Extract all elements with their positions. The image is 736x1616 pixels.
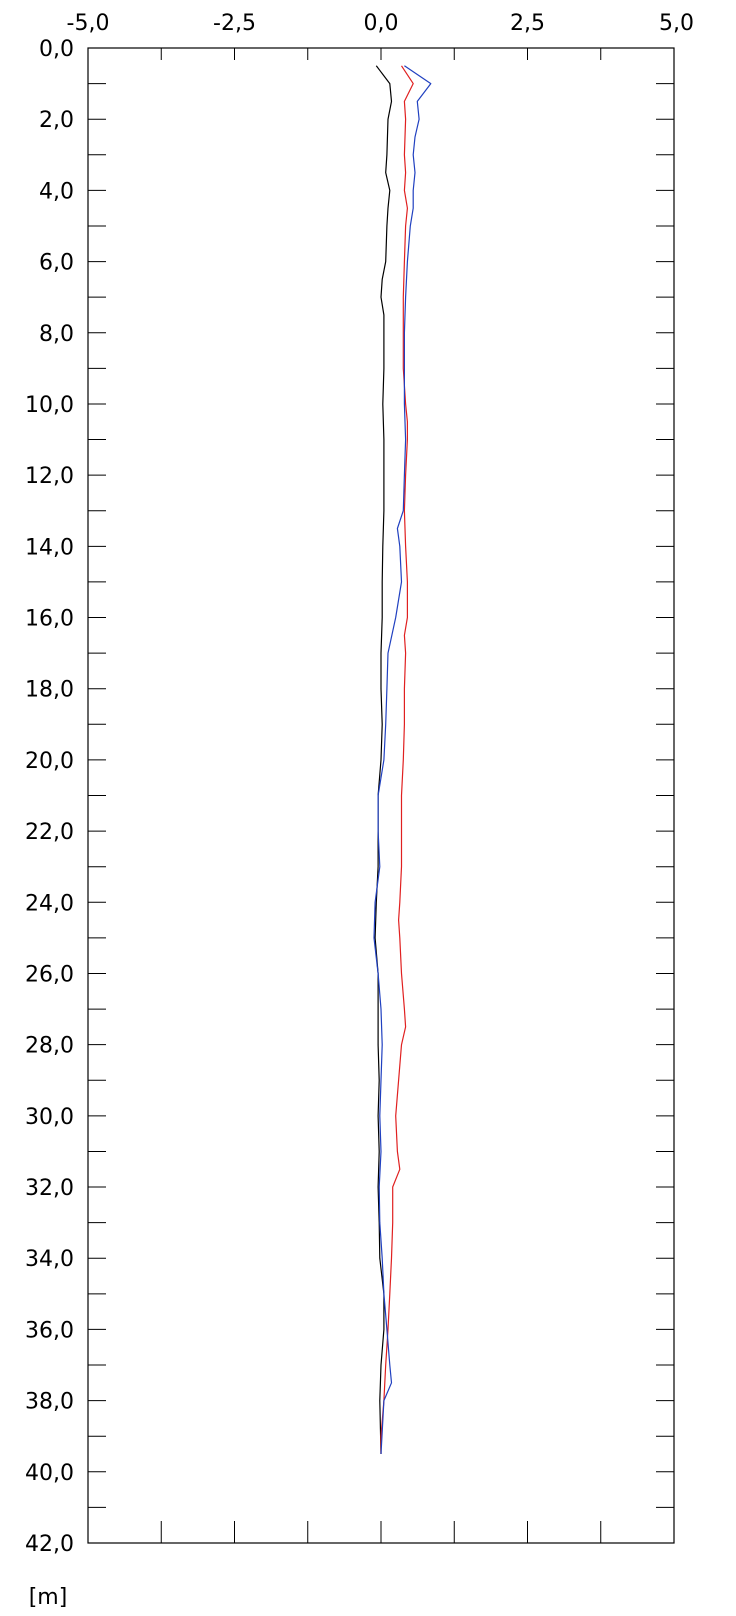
- y-tick-label: 42,0: [25, 1532, 74, 1557]
- y-unit-label: [m]: [29, 1585, 68, 1610]
- y-tick-label: 22,0: [25, 820, 74, 845]
- y-tick-label: 34,0: [25, 1247, 74, 1272]
- y-tick-label: 2,0: [39, 108, 74, 133]
- plot-frame: [87, 47, 675, 1544]
- y-tick-label: 40,0: [25, 1461, 74, 1486]
- y-tick-label: 28,0: [25, 1034, 74, 1059]
- y-tick-label: 4,0: [39, 179, 74, 204]
- y-tick-label: 8,0: [39, 322, 74, 347]
- x-tick-label: 0,0: [364, 11, 399, 36]
- y-tick-label: 16,0: [25, 607, 74, 632]
- y-tick-label: 12,0: [25, 464, 74, 489]
- x-tick-label: 5,0: [659, 11, 694, 36]
- x-tick-label: -5,0: [67, 11, 110, 36]
- y-tick-label: 20,0: [25, 749, 74, 774]
- y-tick-label: 0,0: [39, 37, 74, 62]
- y-tick-label: 32,0: [25, 1176, 74, 1201]
- y-tick-label: 36,0: [25, 1318, 74, 1343]
- y-tick-label: 18,0: [25, 678, 74, 703]
- y-tick-label: 38,0: [25, 1390, 74, 1415]
- y-tick-label: 26,0: [25, 962, 74, 987]
- series-line-3: [373, 65, 432, 1455]
- y-tick-label: 6,0: [39, 251, 74, 276]
- y-tick-label: 14,0: [25, 535, 74, 560]
- series-line-1: [374, 65, 393, 1455]
- y-tick-label: 10,0: [25, 393, 74, 418]
- y-tick-label: 24,0: [25, 891, 74, 916]
- x-tick-label: 2,5: [510, 11, 545, 36]
- y-tick-label: 30,0: [25, 1105, 74, 1130]
- series-line-2: [380, 65, 414, 1454]
- x-tick-label: -2,5: [213, 11, 256, 36]
